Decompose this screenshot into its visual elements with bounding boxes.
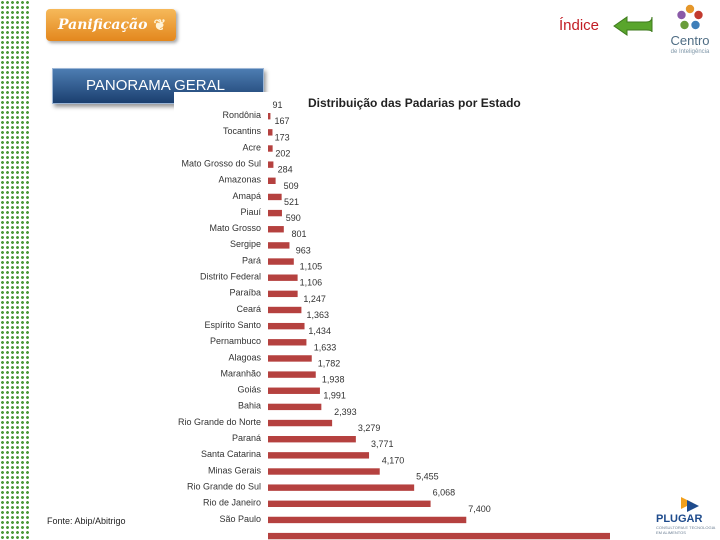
category-label-24: Rio de Janeiro	[203, 498, 261, 508]
value-label-11: 1,106	[300, 278, 323, 288]
value-label-18: 1,991	[323, 391, 346, 401]
category-label-1: Tocantins	[223, 126, 262, 136]
category-label-7: Mato Grosso	[209, 223, 261, 233]
bar-8	[268, 242, 290, 249]
category-label-2: Acre	[242, 142, 261, 152]
bar-26	[268, 532, 610, 540]
source-note: Fonte: Abip/Abitrigo	[47, 516, 126, 526]
category-label-21: Santa Catarina	[201, 449, 261, 459]
bar-2	[268, 145, 273, 152]
bar-11	[268, 290, 298, 298]
logo-name: Centro	[670, 33, 710, 48]
bar-3	[268, 161, 274, 168]
category-label-11: Paraíba	[229, 288, 261, 298]
bar-23	[268, 484, 415, 491]
partner-tagline: CONSULTORIA E TECNOLOGIA EM ALIMENTOS	[656, 525, 716, 535]
category-label-20: Paraná	[232, 433, 261, 443]
category-label-13: Espírito Santo	[204, 320, 261, 330]
category-label-22: Minas Gerais	[208, 465, 262, 475]
value-label-6: 521	[284, 197, 299, 207]
value-label-19: 2,393	[334, 407, 357, 417]
value-label-25: 7,400	[468, 504, 491, 514]
value-label-13: 1,363	[307, 310, 330, 320]
bar-16	[268, 371, 316, 378]
bar-9	[268, 258, 294, 265]
value-label-12: 1,247	[303, 294, 326, 304]
value-label-26: 12,764	[606, 539, 634, 540]
category-label-0: Rondônia	[222, 110, 261, 120]
category-label-18: Bahia	[238, 401, 261, 411]
value-label-10: 1,105	[300, 262, 323, 272]
plugar-logo: PLUGAR CONSULTORIA E TECNOLOGIA EM ALIME…	[656, 497, 720, 535]
value-label-8: 801	[291, 229, 306, 239]
bar-20	[268, 436, 356, 443]
value-label-21: 3,771	[371, 439, 394, 449]
value-label-7: 590	[286, 213, 301, 223]
category-label-3: Mato Grosso do Sul	[181, 158, 261, 168]
category-label-10: Distrito Federal	[200, 272, 261, 282]
index-link[interactable]: Índice	[559, 17, 600, 34]
value-label-1: 167	[274, 116, 289, 126]
bar-15	[268, 355, 312, 362]
value-label-17: 1,938	[322, 375, 345, 385]
logo-subtitle: de Inteligência	[670, 49, 710, 55]
category-label-6: Piauí	[240, 207, 261, 217]
category-label-4: Amazonas	[218, 175, 261, 185]
value-label-0: 91	[272, 100, 282, 110]
bar-25	[268, 516, 467, 524]
value-label-15: 1,633	[314, 342, 337, 352]
bar-21	[268, 452, 370, 459]
value-label-4: 284	[278, 165, 293, 175]
back-arrow-icon[interactable]	[612, 15, 656, 37]
value-label-14: 1,434	[308, 326, 331, 336]
category-label-15: Alagoas	[228, 352, 261, 362]
flower-logo-icon	[677, 4, 703, 30]
bar-6	[268, 209, 282, 217]
bar-12	[268, 306, 302, 314]
bar-1	[268, 129, 273, 136]
value-label-24: 6,068	[433, 488, 456, 498]
brand-name: Panificação	[58, 17, 148, 33]
value-label-2: 173	[275, 132, 290, 142]
value-label-20: 3,279	[358, 423, 381, 433]
category-label-8: Sergipe	[230, 239, 261, 249]
dotted-decoration-strip	[0, 0, 30, 540]
value-label-23: 5,455	[416, 471, 439, 481]
wheat-icon: ❦	[153, 16, 167, 34]
category-label-25: São Paulo	[219, 514, 261, 524]
category-label-14: Pernambuco	[210, 336, 261, 346]
brand-badge[interactable]: Panificação ❦	[46, 9, 176, 41]
value-label-5: 509	[284, 181, 299, 191]
bar-14	[268, 339, 307, 346]
bar-4	[268, 177, 276, 184]
bar-19	[268, 419, 333, 427]
bar-7	[268, 226, 284, 233]
bar-5	[268, 193, 282, 201]
plugar-mark-icon	[681, 497, 699, 512]
value-label-9: 963	[296, 245, 311, 255]
bar-0	[268, 113, 271, 120]
value-label-3: 202	[275, 148, 290, 158]
bar-22	[268, 468, 380, 475]
category-label-19: Rio Grande do Norte	[178, 417, 261, 427]
chart-title: Distribuição das Padarias por Estado	[308, 96, 521, 110]
value-label-16: 1,782	[318, 358, 341, 368]
bar-18	[268, 403, 322, 411]
category-label-16: Maranhão	[220, 368, 261, 378]
bar-13	[268, 322, 305, 330]
value-label-22: 4,170	[382, 455, 405, 465]
category-label-9: Pará	[242, 255, 261, 265]
bar-24	[268, 500, 431, 507]
section-header: PANORAMA GERAL	[52, 68, 264, 104]
category-label-5: Amapá	[232, 191, 261, 201]
partner-name: PLUGAR	[656, 513, 703, 525]
category-label-23: Rio Grande do Sul	[187, 481, 261, 491]
chart-area	[174, 92, 640, 528]
bar-17	[268, 387, 320, 394]
category-label-17: Goiás	[237, 385, 261, 395]
centro-logo: Centro de Inteligência	[664, 4, 716, 60]
bar-10	[268, 274, 298, 281]
category-label-12: Ceará	[236, 304, 261, 314]
